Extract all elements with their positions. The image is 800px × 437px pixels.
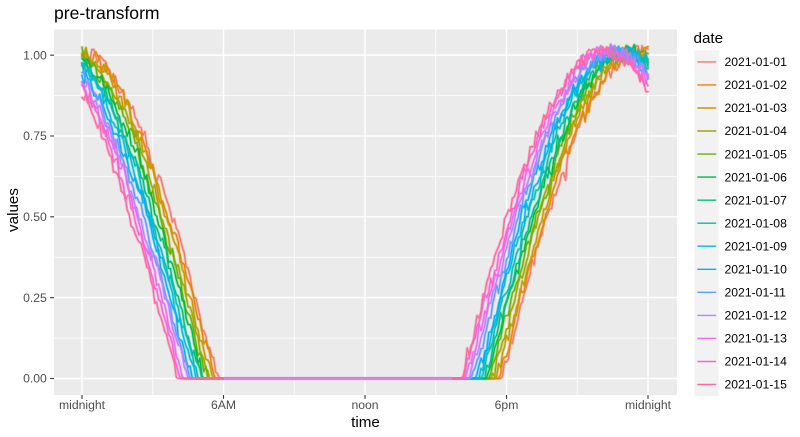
svg-text:2021-01-15: 2021-01-15	[725, 378, 788, 392]
svg-text:2021-01-11: 2021-01-11	[725, 286, 787, 300]
svg-text:0.25: 0.25	[23, 291, 47, 305]
svg-text:2021-01-10: 2021-01-10	[725, 263, 788, 277]
svg-text:2021-01-02: 2021-01-02	[725, 78, 788, 92]
svg-text:0.75: 0.75	[23, 129, 47, 143]
svg-text:2021-01-04: 2021-01-04	[725, 124, 788, 138]
svg-text:2021-01-08: 2021-01-08	[725, 216, 788, 230]
svg-text:1.00: 1.00	[23, 48, 47, 62]
svg-text:2021-01-06: 2021-01-06	[725, 170, 788, 184]
svg-text:midnight: midnight	[59, 398, 106, 412]
svg-text:2021-01-12: 2021-01-12	[725, 309, 788, 323]
svg-text:0.50: 0.50	[23, 210, 47, 224]
svg-text:2021-01-05: 2021-01-05	[725, 147, 788, 161]
svg-text:2021-01-14: 2021-01-14	[725, 355, 788, 369]
svg-text:2021-01-01: 2021-01-01	[725, 55, 788, 69]
svg-text:time: time	[351, 414, 380, 431]
svg-text:0.00: 0.00	[23, 372, 47, 386]
svg-text:2021-01-07: 2021-01-07	[725, 193, 788, 207]
svg-text:midnight: midnight	[625, 398, 672, 412]
svg-text:pre-transform: pre-transform	[54, 3, 160, 23]
svg-text:2021-01-13: 2021-01-13	[725, 332, 788, 346]
svg-text:6pm: 6pm	[495, 398, 519, 412]
svg-text:date: date	[694, 30, 724, 47]
svg-text:noon: noon	[351, 398, 378, 412]
svg-text:2021-01-03: 2021-01-03	[725, 101, 788, 115]
svg-text:2021-01-09: 2021-01-09	[725, 239, 788, 253]
svg-text:6AM: 6AM	[211, 398, 236, 412]
svg-text:values: values	[5, 188, 22, 232]
